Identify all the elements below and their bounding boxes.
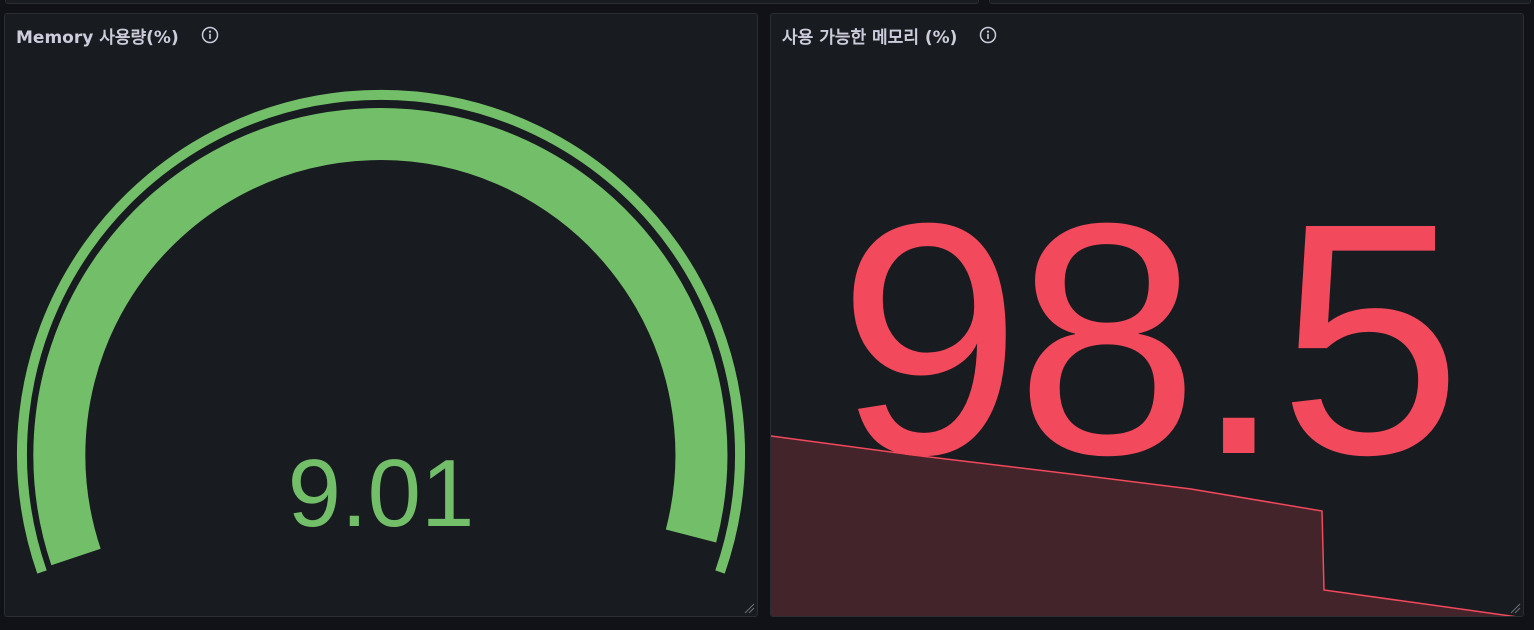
sparkline-chart bbox=[771, 435, 1517, 616]
sparkline-line bbox=[771, 435, 1517, 616]
gauge-value: 9.01 bbox=[287, 440, 475, 547]
gauge-chart bbox=[17, 89, 745, 574]
panel-above-left bbox=[5, 0, 979, 4]
stat-value: 98.5 bbox=[837, 154, 1462, 523]
memory-usage-panel[interactable]: Memory 사용량(%) 9.01 bbox=[4, 13, 758, 617]
gauge-fill bbox=[33, 108, 728, 566]
panel-header[interactable]: Memory 사용량(%) bbox=[5, 14, 757, 56]
available-memory-panel[interactable]: 사용 가능한 메모리 (%) 98.5 bbox=[770, 13, 1524, 617]
sparkline-area bbox=[771, 436, 1511, 616]
panel-title: 사용 가능한 메모리 (%) bbox=[782, 27, 958, 48]
resize-handle[interactable] bbox=[743, 602, 755, 614]
info-icon[interactable] bbox=[979, 26, 997, 44]
gauge-threshold-arc bbox=[17, 89, 745, 574]
panel-header[interactable]: 사용 가능한 메모리 (%) bbox=[771, 14, 1523, 56]
info-icon[interactable] bbox=[201, 26, 219, 44]
panel-title: Memory 사용량(%) bbox=[16, 27, 179, 48]
panel-above-right bbox=[989, 0, 1531, 4]
resize-handle[interactable] bbox=[1509, 602, 1521, 614]
